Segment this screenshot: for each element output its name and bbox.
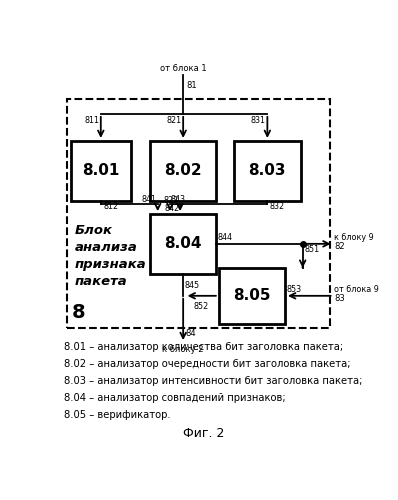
Text: 84: 84 xyxy=(185,330,196,338)
Text: 8.01: 8.01 xyxy=(82,163,119,178)
Text: к блоку 2: к блоку 2 xyxy=(162,345,204,354)
Text: 852: 852 xyxy=(193,302,209,310)
Text: 8.04: 8.04 xyxy=(164,236,202,252)
Text: 842: 842 xyxy=(164,204,179,213)
Text: 8.03 – анализатор интенсивности бит заголовка пакета;: 8.03 – анализатор интенсивности бит заго… xyxy=(64,376,362,386)
Text: от блока 1: от блока 1 xyxy=(160,64,207,74)
Bar xyxy=(150,141,217,201)
Text: 811: 811 xyxy=(84,116,99,125)
Text: 843: 843 xyxy=(171,194,186,203)
Text: 8.04 – анализатор совпадений признаков;: 8.04 – анализатор совпадений признаков; xyxy=(64,392,285,402)
Text: от блока 9: от блока 9 xyxy=(334,285,379,294)
Text: 8.05: 8.05 xyxy=(233,288,271,304)
Text: 832: 832 xyxy=(270,202,285,211)
Text: 8.02 – анализатор очередности бит заголовка пакета;: 8.02 – анализатор очередности бит заголо… xyxy=(64,359,350,369)
Text: 844: 844 xyxy=(218,233,233,242)
Text: 8.02: 8.02 xyxy=(164,163,202,178)
Text: 8.03: 8.03 xyxy=(249,163,286,178)
Text: 812: 812 xyxy=(103,202,118,211)
Text: 845: 845 xyxy=(185,282,200,290)
Bar xyxy=(67,98,330,328)
Text: 82: 82 xyxy=(334,242,345,251)
Text: 83: 83 xyxy=(334,294,345,302)
Text: 853: 853 xyxy=(287,285,302,294)
Text: Фиг. 2: Фиг. 2 xyxy=(183,428,224,440)
Text: к блоку 9: к блоку 9 xyxy=(334,233,374,242)
Text: 8.05 – верификатор.: 8.05 – верификатор. xyxy=(64,410,170,420)
Text: 841: 841 xyxy=(141,194,156,203)
Bar xyxy=(234,141,300,201)
Text: 851: 851 xyxy=(304,245,319,254)
Bar xyxy=(150,214,217,274)
Text: 8: 8 xyxy=(72,303,86,322)
Text: 81: 81 xyxy=(187,82,197,90)
Bar xyxy=(71,141,131,201)
Text: Блок
анализа
признака
пакета: Блок анализа признака пакета xyxy=(75,224,147,288)
Text: 8.01 – анализатор количества бит заголовка пакета;: 8.01 – анализатор количества бит заголов… xyxy=(64,342,343,352)
Bar xyxy=(219,268,285,324)
Text: 821: 821 xyxy=(166,116,181,125)
Text: 831: 831 xyxy=(251,116,266,125)
Text: 822: 822 xyxy=(164,196,179,205)
